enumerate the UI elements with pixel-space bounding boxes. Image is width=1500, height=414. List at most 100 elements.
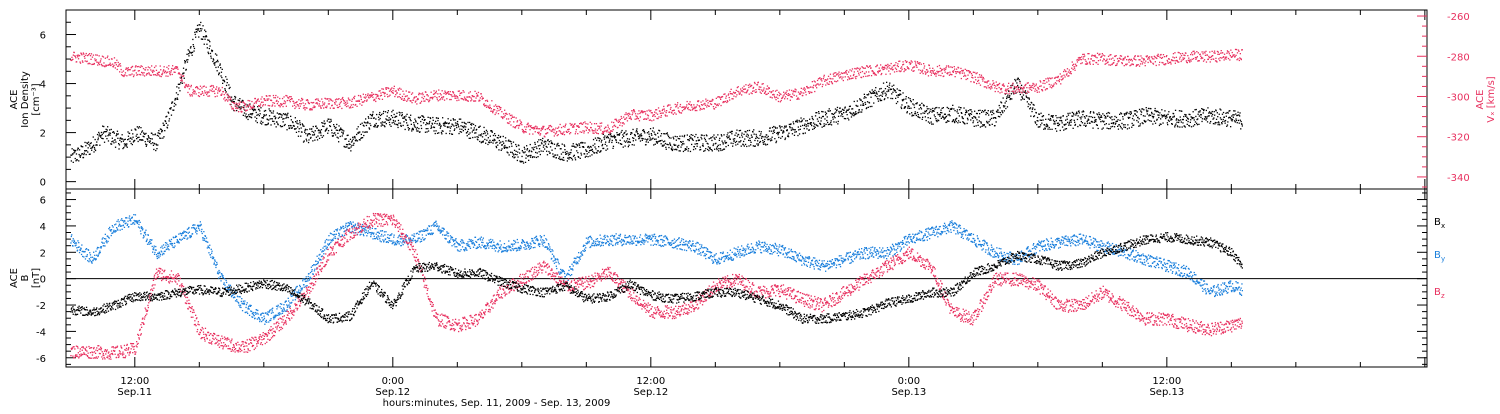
density-series-point [460, 119, 461, 120]
density-series-point [582, 142, 583, 143]
density-series-point [312, 131, 313, 132]
density-series-point [1053, 120, 1054, 121]
density-series-point [532, 147, 533, 148]
velocity-series-point [205, 92, 206, 93]
density-series-point [769, 130, 770, 131]
density-series-point [1061, 120, 1062, 121]
density-series-point [266, 114, 267, 115]
velocity-series-point [798, 99, 799, 100]
velocity-series-point [687, 101, 688, 102]
density-series-point [1114, 116, 1115, 117]
density-series-point [78, 160, 79, 161]
density-ylabel-line: [cm⁻³] [31, 83, 42, 115]
velocity-series-point [714, 108, 715, 109]
velocity-series-point [344, 101, 345, 102]
density-series-point [229, 87, 230, 88]
velocity-series-point [953, 72, 954, 73]
density-series-point [461, 129, 462, 130]
velocity-series-point [150, 69, 151, 70]
density-series-point [1182, 126, 1183, 127]
density-series-point [503, 143, 504, 144]
density-series-point [373, 126, 374, 127]
density-series-point [1112, 119, 1113, 120]
velocity-series-point [548, 127, 549, 128]
density-series-point [209, 41, 210, 42]
velocity-series-point [675, 104, 676, 105]
density-series-point [298, 131, 299, 132]
density-series-point [911, 112, 912, 113]
density-series-point [1136, 120, 1137, 121]
density-series-point [842, 114, 843, 115]
density-series-point [1099, 117, 1100, 118]
density-series-point [1014, 79, 1015, 80]
density-series-point [1111, 123, 1112, 124]
velocity-series-point [432, 98, 433, 99]
density-series-point [101, 132, 102, 133]
velocity-series-point [612, 131, 613, 132]
density-series-point [1204, 118, 1205, 119]
density-series-point [1239, 112, 1240, 113]
density-series-point [148, 135, 149, 136]
velocity-series-point [560, 131, 561, 132]
velocity-series-point [261, 102, 262, 103]
velocity-series-point [929, 65, 930, 66]
velocity-series-point [123, 76, 124, 77]
density-series-point [1238, 120, 1239, 121]
density-series-point [458, 124, 459, 125]
density-series-point [106, 138, 107, 139]
density-series-point [1090, 111, 1091, 112]
velocity-series-point [930, 70, 931, 71]
density-series-point [562, 144, 563, 145]
density-series-point [343, 130, 344, 131]
density-series-point [425, 124, 426, 125]
density-series-point [484, 131, 485, 132]
velocity-series-point [836, 81, 837, 82]
velocity-series-point [426, 99, 427, 100]
density-series-point [498, 137, 499, 138]
density-series-point [644, 131, 645, 132]
density-series-point [896, 103, 897, 104]
velocity-series-point [359, 103, 360, 104]
velocity-series-point [239, 104, 240, 105]
velocity-series-point [787, 98, 788, 99]
velocity-series-point [563, 131, 564, 132]
density-series-point [706, 135, 707, 136]
velocity-series-point [974, 82, 975, 83]
density-series-point [1143, 109, 1144, 110]
density-series-point [1241, 124, 1242, 125]
density-series-point [864, 96, 865, 97]
density-series-point [645, 139, 646, 140]
velocity-series-point [273, 95, 274, 96]
velocity-series-point [203, 95, 204, 96]
velocity-series-point [674, 110, 675, 111]
density-series-point [784, 139, 785, 140]
velocity-series-point [767, 85, 768, 86]
velocity-series-point [936, 71, 937, 72]
density-series-point [720, 144, 721, 145]
velocity-series-point [373, 94, 374, 95]
density-series-point [651, 133, 652, 134]
density-series-point [852, 108, 853, 109]
velocity-series-point [181, 79, 182, 80]
velocity-series-point [581, 132, 582, 133]
density-series-point [386, 119, 387, 120]
density-series-point [184, 62, 185, 63]
density-series-point [483, 127, 484, 128]
density-series-point [621, 144, 622, 145]
density-series-point [947, 107, 948, 108]
velocity-series-point [700, 108, 701, 109]
velocity-series-point [268, 105, 269, 106]
velocity-series-point [680, 104, 681, 105]
velocity-series-point [806, 94, 807, 95]
density-series-point [128, 138, 129, 139]
density-series-point [724, 149, 725, 150]
velocity-series-point [519, 125, 520, 126]
velocity-series-point [709, 106, 710, 107]
density-series-point [684, 150, 685, 151]
density-series-point [716, 148, 717, 149]
density-series-point [757, 140, 758, 141]
density-series-point [1214, 115, 1215, 116]
density-series-point [1158, 115, 1159, 116]
density-series-point [763, 142, 764, 143]
